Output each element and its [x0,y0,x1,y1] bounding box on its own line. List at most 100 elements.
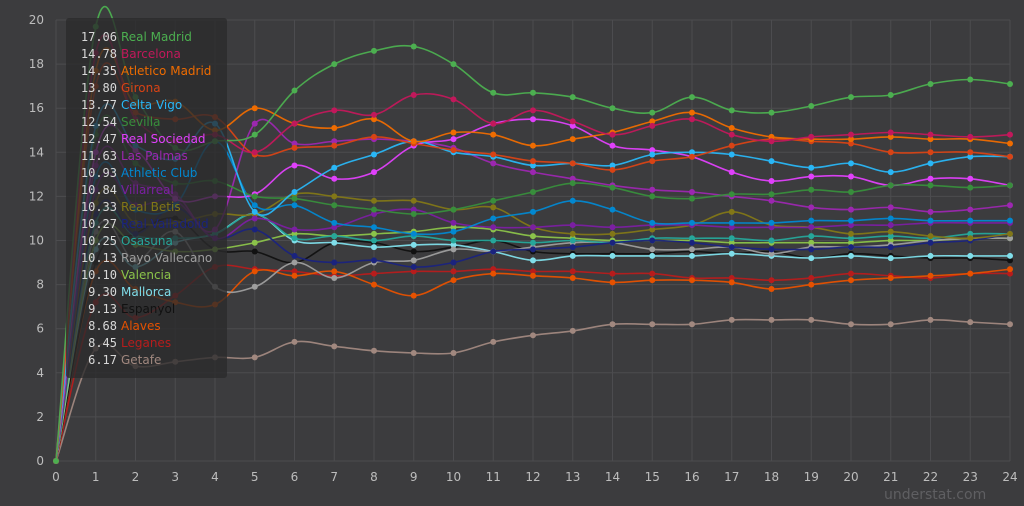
data-point [450,241,457,248]
data-point [967,319,974,326]
data-point [530,142,536,149]
data-point [609,142,616,149]
x-tick-label: 1 [92,470,100,484]
data-point [887,129,894,136]
data-point [251,226,258,233]
data-point [530,233,536,240]
data-point [768,133,775,140]
data-point [371,230,377,237]
data-point [609,230,616,237]
data-point [649,109,656,116]
data-point [927,131,934,138]
data-point [649,219,656,226]
legend-value: 14.35 [81,64,117,78]
data-point [768,197,775,204]
data-point [887,274,894,281]
data-point [371,197,377,204]
data-point [967,76,974,83]
legend-value: 9.30 [88,285,117,299]
legend-entry: Celta Vigo [121,98,182,112]
data-point [1007,270,1013,277]
x-tick-label: 15 [645,470,660,484]
data-point [490,224,497,231]
data-point [887,237,894,244]
x-tick-label: 11 [486,470,501,484]
data-point [887,222,894,229]
data-point [371,206,377,213]
data-point [728,142,735,149]
data-point [967,175,974,182]
data-point [490,197,497,204]
data-point [291,202,298,209]
legend-entry: Las Palmas [121,149,188,163]
data-point [1007,217,1013,224]
legend-value: 9.13 [88,302,117,316]
data-point [291,162,298,169]
data-point [490,151,497,158]
data-point [530,116,536,123]
x-tick-label: 9 [410,470,418,484]
data-point [251,120,258,127]
data-point [291,230,298,237]
data-point [410,43,417,50]
data-point [848,94,854,101]
y-tick-label: 16 [29,101,44,115]
data-point [371,281,377,288]
x-tick-label: 16 [684,470,699,484]
data-point [1007,131,1013,138]
data-point [371,347,377,354]
data-point [530,158,536,165]
data-point [728,208,735,215]
data-point [689,235,695,242]
data-point [1007,252,1013,259]
data-point [1007,230,1013,237]
data-point [331,202,338,209]
data-point [410,197,417,204]
data-point [410,349,417,356]
data-point [291,140,298,147]
legend-entry: Valencia [121,268,171,282]
data-point [331,175,338,182]
data-point [530,268,536,275]
data-point [371,237,377,244]
data-point [848,222,854,229]
legend-value: 10.93 [81,166,117,180]
data-point [887,215,894,222]
data-point [371,211,377,218]
data-point [331,107,338,114]
data-point [569,136,576,143]
data-point [609,321,616,328]
data-point [927,136,934,143]
data-point [848,321,854,328]
data-point [410,292,417,299]
data-point [728,244,735,251]
data-point [53,458,59,464]
legend-value: 14.78 [81,47,117,61]
data-point [808,274,815,281]
x-tick-label: 6 [291,470,299,484]
data-point [530,188,536,195]
data-point [371,169,377,176]
data-point [291,272,298,279]
data-point [689,153,695,160]
data-point [450,268,457,275]
x-tick-label: 0 [52,470,60,484]
data-point [1007,257,1013,264]
data-point [1007,202,1013,209]
data-point [728,279,735,286]
data-point [490,237,497,244]
data-point [410,268,417,275]
data-point [490,120,497,127]
data-point [490,204,497,211]
data-point [848,244,854,251]
data-point [808,281,815,288]
legend-entry: Real Valladolid [121,217,209,231]
data-point [768,109,775,116]
y-tick-label: 14 [29,145,44,159]
data-point [410,206,417,213]
data-point [768,250,775,257]
data-point [371,257,377,264]
data-point [1007,235,1013,242]
data-point [291,87,298,94]
